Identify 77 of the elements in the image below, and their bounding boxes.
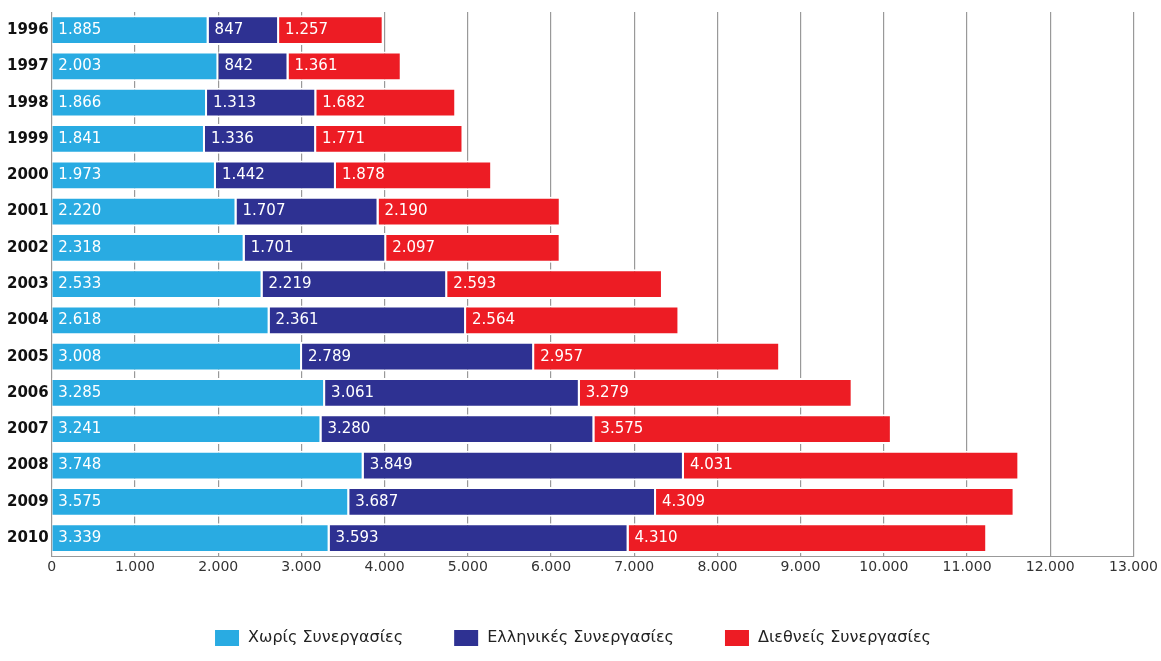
data-label: 4.309 bbox=[662, 491, 705, 510]
data-label: 3.061 bbox=[331, 382, 375, 401]
x-tick-label: 12.000 bbox=[1025, 558, 1075, 575]
legend-label: Διεθνείς Συνεργασίες bbox=[757, 627, 931, 647]
data-label: 1.313 bbox=[213, 92, 256, 111]
y-tick-label: 2006 bbox=[7, 382, 49, 401]
data-label: 3.285 bbox=[58, 382, 102, 401]
x-tick-label: 2.000 bbox=[198, 558, 239, 575]
data-label: 3.241 bbox=[58, 419, 102, 438]
data-label: 3.575 bbox=[58, 491, 102, 510]
data-label: 2.789 bbox=[308, 346, 351, 365]
data-label: 2.097 bbox=[392, 237, 436, 256]
y-tick-label: 2010 bbox=[7, 527, 49, 546]
data-label: 2.564 bbox=[472, 310, 516, 329]
x-tick-label: 4.000 bbox=[364, 558, 405, 575]
y-tick-label: 2000 bbox=[7, 165, 49, 184]
x-tick-label: 1.000 bbox=[114, 558, 156, 575]
data-label: 1.361 bbox=[294, 56, 338, 75]
data-label: 3.593 bbox=[335, 527, 379, 546]
data-label: 1.336 bbox=[210, 128, 254, 147]
y-tick-label: 2003 bbox=[7, 273, 49, 292]
x-tick-label: 8.000 bbox=[697, 558, 738, 575]
data-label: 1.841 bbox=[58, 128, 102, 147]
x-tick-label: 0 bbox=[47, 558, 57, 575]
y-tick-label: 1999 bbox=[7, 128, 49, 147]
data-label: 2.219 bbox=[268, 273, 312, 292]
data-label: 3.008 bbox=[58, 346, 102, 365]
data-label: 1.707 bbox=[242, 201, 286, 220]
x-tick-label: 11.000 bbox=[942, 558, 992, 575]
y-tick-label: 2001 bbox=[7, 201, 49, 220]
data-label: 3.280 bbox=[327, 419, 371, 438]
data-label: 2.618 bbox=[58, 310, 102, 329]
y-tick-label: 2002 bbox=[7, 237, 49, 256]
data-label: 2.593 bbox=[453, 273, 497, 292]
data-label: 1.257 bbox=[285, 20, 329, 39]
y-tick-label: 2008 bbox=[7, 455, 49, 474]
data-label: 4.310 bbox=[634, 527, 678, 546]
data-label: 1.771 bbox=[322, 128, 366, 147]
x-tick-label: 5.000 bbox=[447, 558, 488, 575]
data-label: 1.682 bbox=[322, 92, 366, 111]
data-label: 1.866 bbox=[58, 92, 102, 111]
data-label: 1.878 bbox=[341, 165, 385, 184]
data-label: 847 bbox=[214, 20, 244, 39]
data-label: 1.701 bbox=[250, 237, 294, 256]
data-label: 2.003 bbox=[58, 56, 102, 75]
y-tick-label: 1998 bbox=[7, 92, 49, 111]
data-label: 2.533 bbox=[58, 273, 102, 292]
x-tick-label: 3.000 bbox=[281, 558, 322, 575]
y-tick-label: 2009 bbox=[7, 491, 49, 510]
data-label: 3.748 bbox=[58, 455, 102, 474]
x-tick-label: 13.000 bbox=[1109, 558, 1159, 575]
data-label: 3.339 bbox=[58, 527, 102, 546]
data-label: 842 bbox=[224, 56, 254, 75]
data-label: 3.279 bbox=[585, 382, 629, 401]
data-label: 1.885 bbox=[58, 20, 102, 39]
legend-label: Ελληνικές Συνεργασίες bbox=[487, 627, 674, 647]
x-tick-label: 6.000 bbox=[530, 558, 572, 575]
y-tick-label: 2004 bbox=[7, 310, 49, 329]
x-tick-label: 10.000 bbox=[859, 558, 909, 575]
x-tick-label: 9.000 bbox=[780, 558, 821, 575]
data-label: 1.442 bbox=[221, 165, 265, 184]
data-label: 2.361 bbox=[275, 310, 319, 329]
data-label: 3.687 bbox=[355, 491, 399, 510]
legend-label: Χωρίς Συνεργασίες bbox=[248, 627, 404, 647]
data-label: 2.190 bbox=[384, 201, 428, 220]
data-label: 2.318 bbox=[58, 237, 102, 256]
y-tick-label: 1996 bbox=[7, 20, 49, 39]
data-label: 1.973 bbox=[58, 165, 102, 184]
y-tick-label: 1997 bbox=[7, 56, 49, 75]
data-label: 2.220 bbox=[58, 201, 102, 220]
data-label: 3.575 bbox=[600, 419, 644, 438]
x-tick-label: 7.000 bbox=[614, 558, 655, 575]
y-tick-label: 2005 bbox=[7, 346, 49, 365]
data-label: 4.031 bbox=[689, 455, 733, 474]
y-tick-label: 2007 bbox=[7, 419, 49, 438]
data-label: 2.957 bbox=[540, 346, 584, 365]
data-label: 3.849 bbox=[369, 455, 413, 474]
